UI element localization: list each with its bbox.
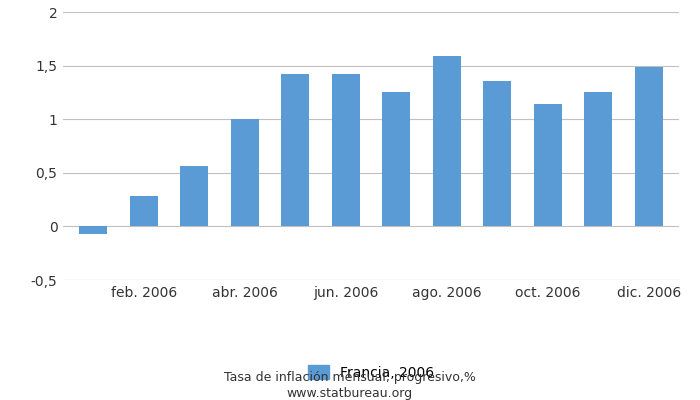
Text: Tasa de inflación mensual, progresivo,%: Tasa de inflación mensual, progresivo,% bbox=[224, 372, 476, 384]
Text: www.statbureau.org: www.statbureau.org bbox=[287, 388, 413, 400]
Bar bbox=[130, 196, 158, 226]
Bar bbox=[534, 104, 561, 226]
Bar bbox=[332, 74, 360, 226]
Bar bbox=[635, 67, 663, 226]
Bar bbox=[382, 92, 410, 226]
Bar bbox=[79, 226, 107, 234]
Bar bbox=[433, 56, 461, 226]
Bar bbox=[181, 166, 208, 226]
Bar bbox=[584, 92, 612, 226]
Bar bbox=[281, 74, 309, 226]
Bar bbox=[231, 119, 259, 226]
Legend: Francia, 2006: Francia, 2006 bbox=[302, 360, 440, 386]
Bar bbox=[483, 81, 511, 226]
